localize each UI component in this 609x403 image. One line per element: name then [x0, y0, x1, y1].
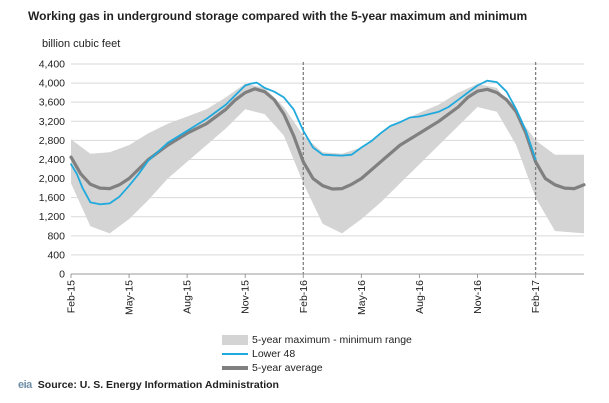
eia-logo: eia — [18, 379, 32, 391]
y-tick-label: 0 — [59, 269, 65, 281]
y-tick-label: 3,200 — [39, 116, 65, 128]
x-axis-ticks: Feb-15 May-15 Aug-15 Nov-15 Feb-16 May-16 Aug-… — [66, 280, 543, 315]
y-tick-label: 1,600 — [39, 192, 65, 204]
y-tick-label: 2,400 — [39, 154, 65, 166]
range-band — [71, 83, 584, 234]
legend-swatch-average — [222, 365, 248, 370]
legend: 5-year maximum - minimum range Lower 48 … — [222, 333, 412, 375]
legend-label-average: 5-year average — [252, 361, 323, 374]
y-tick-label: 3,600 — [39, 97, 65, 109]
y-tick-label: 4,000 — [39, 78, 65, 90]
legend-item-range: 5-year maximum - minimum range — [222, 333, 412, 346]
y-axis-unit-label: billion cubic feet — [42, 38, 121, 50]
source-note: eia Source: U. S. Energy Information Adm… — [18, 379, 279, 391]
grid-lines — [71, 63, 584, 256]
y-tick-label: 800 — [47, 230, 65, 242]
range-band-area — [71, 83, 584, 234]
year-dividers — [302, 62, 537, 274]
x-tick-label: Feb-17 — [530, 280, 542, 313]
y-tick-label: 2,000 — [39, 173, 65, 185]
y-tick-label: 4,400 — [39, 59, 65, 71]
legend-item-lower48: Lower 48 — [222, 347, 412, 360]
legend-item-average: 5-year average — [222, 361, 412, 374]
series-line-lower-48 — [70, 79, 537, 206]
x-tick-label: Aug-16 — [414, 280, 426, 314]
legend-label-lower48: Lower 48 — [252, 347, 296, 360]
source-text: Source: U. S. Energy Information Adminis… — [37, 379, 279, 391]
y-tick-label: 400 — [47, 249, 65, 261]
legend-swatch-range — [222, 334, 248, 345]
legend-label-range: 5-year maximum - minimum range — [252, 333, 412, 346]
chart-plot: 0 400 800 1,200 1,600 2,000 2,400 2,800 3,200 3,6… — [39, 59, 586, 315]
chart-title: Working gas in underground storage compa… — [28, 9, 528, 23]
legend-swatch-lower48 — [222, 352, 248, 355]
x-tick-label: Nov-16 — [472, 280, 484, 314]
x-tick-label: Nov-15 — [240, 280, 252, 314]
x-tick-label: May-15 — [124, 280, 136, 315]
y-tick-label: 1,200 — [39, 211, 65, 223]
series-line-5-year-average — [69, 87, 586, 191]
x-tick-label: Feb-15 — [66, 280, 78, 313]
y-tick-label: 2,800 — [39, 135, 65, 147]
series-lines — [69, 79, 586, 206]
axes — [70, 273, 584, 278]
x-tick-label: Aug-15 — [182, 280, 194, 314]
x-tick-label: Feb-16 — [298, 280, 310, 313]
x-tick-label: May-16 — [356, 280, 368, 315]
y-axis-ticks: 0 400 800 1,200 1,600 2,000 2,400 2,800 3,200 3,6… — [39, 59, 65, 281]
